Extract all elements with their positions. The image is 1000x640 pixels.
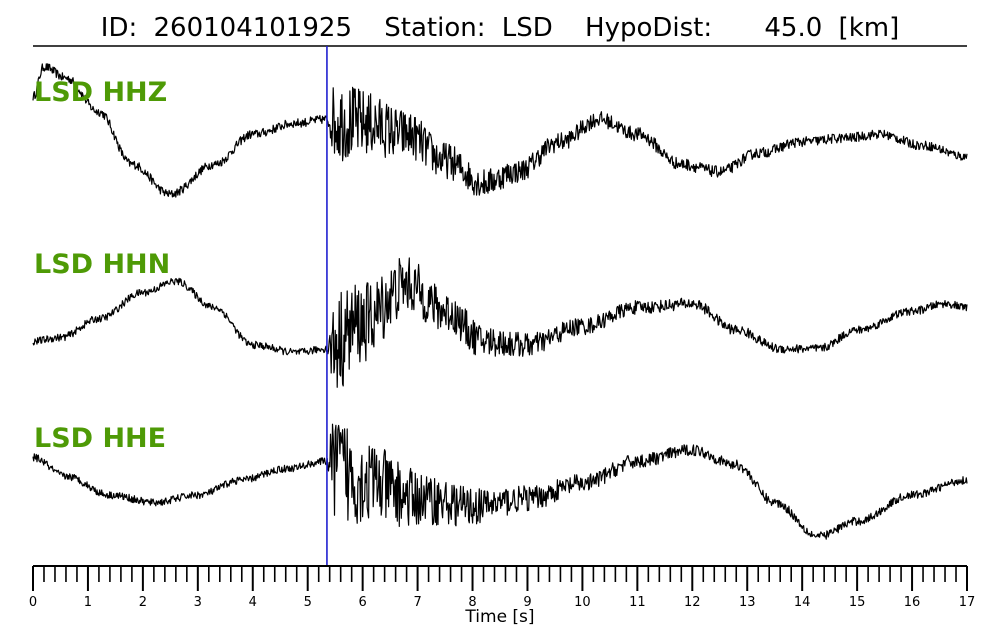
trace-lsd-hhn <box>32 257 968 388</box>
trace-lsd-hhz <box>32 63 968 198</box>
x-tick-label: 13 <box>739 595 756 610</box>
channel-label-lsd-hhe: LSD HHE <box>34 423 166 454</box>
trace-lsd-hhe <box>32 423 968 540</box>
x-tick-label: 12 <box>684 595 701 610</box>
x-tick-label: 15 <box>849 595 866 610</box>
title-dist-unit: [km] <box>839 13 900 43</box>
x-tick-label: 2 <box>139 595 147 610</box>
x-tick-label: 17 <box>959 595 976 610</box>
time-axis: 0 1 2 3 4 5 6 7 8 9 10 11 12 13 14 15 16 17 <box>29 565 976 610</box>
title-dist-value: 45.0 <box>764 13 822 43</box>
channel-label-lsd-hhn: LSD HHN <box>34 249 170 280</box>
x-tick-label: 6 <box>359 595 367 610</box>
x-tick-label: 10 <box>574 595 591 610</box>
traces-group <box>32 63 968 540</box>
channel-labels-group: LSD HHZ LSD HHN LSD HHE <box>34 77 170 454</box>
title-dist-label: HypoDist: <box>585 13 712 43</box>
x-tick-label: 0 <box>29 595 37 610</box>
x-tick-label: 5 <box>304 595 312 610</box>
x-tick-label: 3 <box>194 595 202 610</box>
x-tick-label: 11 <box>629 595 646 610</box>
x-tick-label: 8 <box>468 595 476 610</box>
title-station-value: LSD <box>502 13 553 43</box>
chart-title: ID: 260104101925 Station: LSD HypoDist: … <box>101 13 899 43</box>
title-id-value: 260104101925 <box>154 13 353 43</box>
x-tick-label: 9 <box>523 595 531 610</box>
channel-label-lsd-hhz: LSD HHZ <box>34 77 167 108</box>
title-station-label: Station: <box>384 13 485 43</box>
x-tick-label: 16 <box>904 595 921 610</box>
x-tick-label: 7 <box>413 595 421 610</box>
x-tick-label: 4 <box>249 595 257 610</box>
title-id-label: ID: <box>101 13 137 43</box>
x-tick-label: 1 <box>84 595 92 610</box>
x-axis-label: Time [s] <box>464 607 534 627</box>
x-tick-label: 14 <box>794 595 811 610</box>
